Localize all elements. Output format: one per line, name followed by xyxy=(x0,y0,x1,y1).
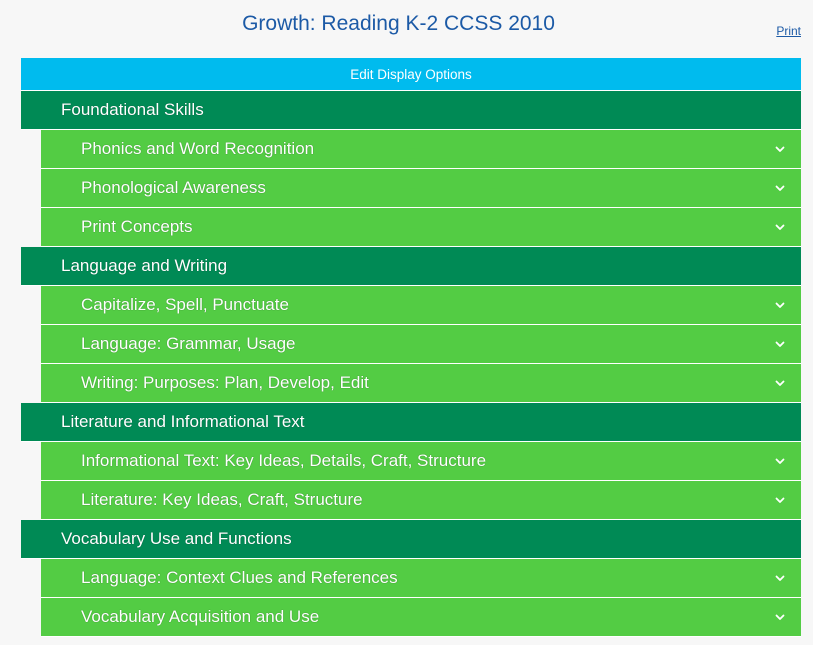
chevron-down-icon[interactable] xyxy=(773,571,787,585)
goal-list: Foundational Skills Phonics and Word Reco… xyxy=(21,91,801,637)
goal-row-label: Writing: Purposes: Plan, Develop, Edit xyxy=(81,373,369,392)
print-link[interactable]: Print xyxy=(776,24,801,38)
goal-row[interactable]: Phonics and Word Recognition xyxy=(41,130,801,169)
chevron-down-icon[interactable] xyxy=(773,298,787,312)
goal-row[interactable]: Phonological Awareness xyxy=(41,169,801,208)
chevron-down-icon[interactable] xyxy=(773,376,787,390)
goal-row[interactable]: Language: Context Clues and References xyxy=(41,559,801,598)
goal-row[interactable]: Literature: Key Ideas, Craft, Structure xyxy=(41,481,801,520)
goal-row-label: Language: Context Clues and References xyxy=(81,568,398,587)
chevron-down-icon[interactable] xyxy=(773,181,787,195)
section-header: Literature and Informational Text xyxy=(21,403,801,442)
section-header: Foundational Skills xyxy=(21,91,801,130)
goal-row-label: Informational Text: Key Ideas, Details, … xyxy=(81,451,487,470)
chevron-down-icon[interactable] xyxy=(773,454,787,468)
goal-row[interactable]: Print Concepts xyxy=(41,208,801,247)
edit-display-options-button[interactable]: Edit Display Options xyxy=(21,58,801,91)
goal-row-label: Capitalize, Spell, Punctuate xyxy=(81,295,289,314)
goal-row-label: Print Concepts xyxy=(81,217,193,236)
goal-row-label: Vocabulary Acquisition and Use xyxy=(81,607,320,626)
section-header: Language and Writing xyxy=(21,247,801,286)
page-title: Growth: Reading K-2 CCSS 2010 xyxy=(242,12,555,35)
section-header: Vocabulary Use and Functions xyxy=(21,520,801,559)
goal-row[interactable]: Informational Text: Key Ideas, Details, … xyxy=(41,442,801,481)
goal-row[interactable]: Vocabulary Acquisition and Use xyxy=(41,598,801,637)
goal-row-label: Language: Grammar, Usage xyxy=(81,334,296,353)
goal-row-label: Phonological Awareness xyxy=(81,178,266,197)
goal-row-label: Literature: Key Ideas, Craft, Structure xyxy=(81,490,363,509)
goal-row[interactable]: Capitalize, Spell, Punctuate xyxy=(41,286,801,325)
chevron-down-icon[interactable] xyxy=(773,337,787,351)
chevron-down-icon[interactable] xyxy=(773,142,787,156)
chevron-down-icon[interactable] xyxy=(773,493,787,507)
goal-row-label: Phonics and Word Recognition xyxy=(81,139,315,158)
goal-row[interactable]: Language: Grammar, Usage xyxy=(41,325,801,364)
goal-row[interactable]: Writing: Purposes: Plan, Develop, Edit xyxy=(41,364,801,403)
chevron-down-icon[interactable] xyxy=(773,220,787,234)
chevron-down-icon[interactable] xyxy=(773,610,787,624)
